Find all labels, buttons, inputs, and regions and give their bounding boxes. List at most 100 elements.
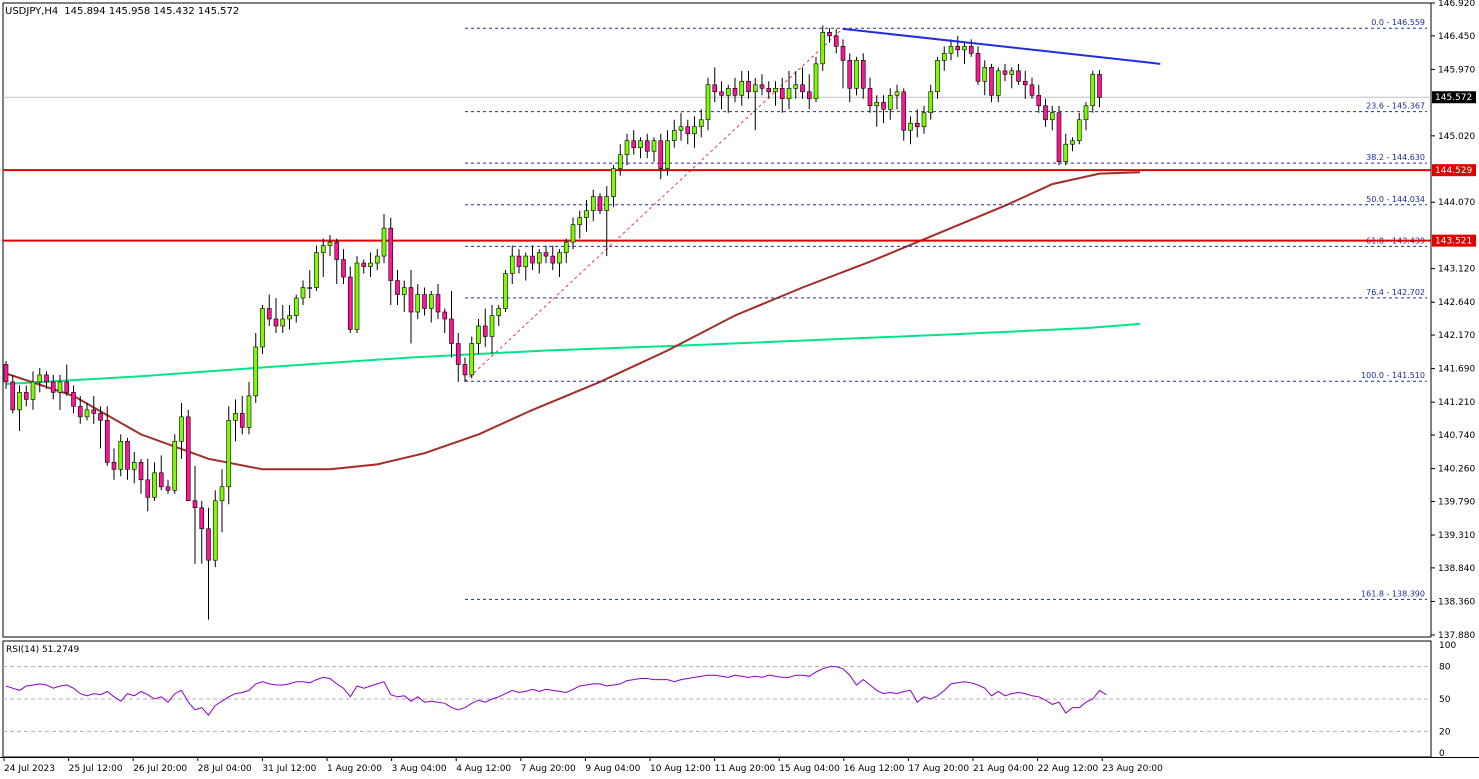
candle-bullish <box>948 46 954 54</box>
candle-bullish <box>698 119 704 128</box>
candle-bearish <box>914 122 920 128</box>
candle-bullish <box>793 84 799 89</box>
candle-bearish <box>1016 70 1021 82</box>
candle-bullish <box>617 154 623 169</box>
candle-bullish <box>280 318 286 327</box>
candle-bullish <box>773 87 778 93</box>
candle-bullish <box>37 374 43 383</box>
candle-bearish <box>631 140 637 149</box>
fib-level-label: 38.2 - 144.630 <box>1366 153 1425 162</box>
price-tick-label: 146.920 <box>1438 0 1475 9</box>
candle-bullish <box>179 416 184 442</box>
candle-bearish <box>719 91 724 96</box>
time-tick-label: 26 Jul 20:00 <box>133 764 187 774</box>
candle-bullish <box>725 87 731 96</box>
candle-bullish <box>941 53 947 61</box>
candle-bullish <box>584 210 589 218</box>
candle-bullish <box>577 217 583 225</box>
candle-bullish <box>476 325 481 344</box>
candle-bullish <box>354 262 360 330</box>
candle-bullish <box>1090 74 1096 107</box>
candle-bearish <box>273 318 279 327</box>
candle-bullish <box>307 287 313 289</box>
rsi-line <box>5 666 1107 717</box>
time-tick-label: 23 Aug 20:00 <box>1102 764 1163 774</box>
candle-bearish <box>266 308 272 320</box>
time-tick-label: 4 Aug 12:00 <box>456 764 511 774</box>
candle-bullish <box>894 91 900 96</box>
price-tick-label: 141.690 <box>1438 365 1475 375</box>
candle-bullish <box>489 315 495 337</box>
candle-bearish <box>712 84 718 93</box>
candle-bearish <box>1022 81 1028 86</box>
candle-bullish <box>590 196 596 211</box>
time-tick-label: 15 Aug 04:00 <box>779 764 840 774</box>
candle-bullish <box>327 241 333 246</box>
candle-bearish <box>800 84 805 93</box>
price-tick-label: 139.790 <box>1438 497 1475 507</box>
candle-bullish <box>813 63 819 100</box>
candle-bullish <box>30 381 36 400</box>
candle-bullish <box>293 297 299 316</box>
candle-bearish <box>1029 84 1035 96</box>
rsi-pane[interactable]: 100 80 50 20 0 <box>2 640 1456 759</box>
candle-bearish <box>840 46 846 61</box>
candle-bearish <box>462 364 468 376</box>
time-tick-label: 1 Aug 20:00 <box>327 764 382 774</box>
candle-bearish <box>145 479 151 498</box>
candle-bullish <box>854 60 859 89</box>
candle-bullish <box>935 60 940 93</box>
candle-bearish <box>104 420 110 463</box>
candle-bullish <box>320 245 326 253</box>
candle-bearish <box>597 196 603 211</box>
candle-bullish <box>401 287 407 295</box>
resistance-2-price-label: 143.521 <box>1435 237 1472 247</box>
candle-bearish <box>111 462 117 470</box>
candle-bullish <box>57 381 63 393</box>
candle-bearish <box>98 413 103 421</box>
candle-bullish <box>982 67 988 82</box>
candle-bearish <box>543 252 549 257</box>
price-tick-label: 146.450 <box>1438 32 1475 42</box>
candle-bullish <box>752 84 758 93</box>
candle-bearish <box>77 406 83 418</box>
candle-bearish <box>550 255 556 264</box>
candle-bullish <box>563 241 569 253</box>
candle-bullish <box>820 32 826 65</box>
candle-bearish <box>395 280 400 295</box>
candle-bearish <box>955 46 961 51</box>
candle-bullish <box>287 315 292 320</box>
candle-bullish <box>638 140 643 149</box>
candle-bullish <box>368 262 373 267</box>
price-frame <box>2 2 1432 638</box>
candle-bullish <box>1063 143 1069 162</box>
candle-bullish <box>604 196 610 211</box>
time-tick-label: 11 Aug 20:00 <box>715 764 776 774</box>
candle-bullish <box>611 168 616 197</box>
price-tick-label: 145.970 <box>1438 65 1475 75</box>
time-tick-label: 21 Aug 04:00 <box>973 764 1034 774</box>
chart-header: USDJPY,H4 145.894 145.958 145.432 145.572 <box>5 6 239 17</box>
price-tick-label: 145.020 <box>1438 132 1475 142</box>
candle-bearish <box>1043 105 1048 121</box>
candle-bearish <box>125 441 130 470</box>
candle-bearish <box>989 67 994 96</box>
candle-bearish <box>482 325 488 337</box>
candle-bullish <box>226 420 232 488</box>
candle-bearish <box>334 241 340 260</box>
price-tick-label: 141.210 <box>1438 398 1475 408</box>
candle-bearish <box>91 409 97 414</box>
candle-bullish <box>1009 70 1015 75</box>
candle-bullish <box>570 224 576 243</box>
candle-bearish <box>685 126 691 135</box>
candle-bullish <box>786 87 792 100</box>
candle-bearish <box>827 32 832 37</box>
time-tick-label: 9 Aug 04:00 <box>585 764 640 774</box>
candle-bearish <box>530 255 535 264</box>
candle-bearish <box>1036 94 1042 107</box>
rsi-tick-label: 80 <box>1439 663 1451 673</box>
candle-bearish <box>1002 70 1008 75</box>
resistance-1-price-box <box>1432 164 1476 177</box>
